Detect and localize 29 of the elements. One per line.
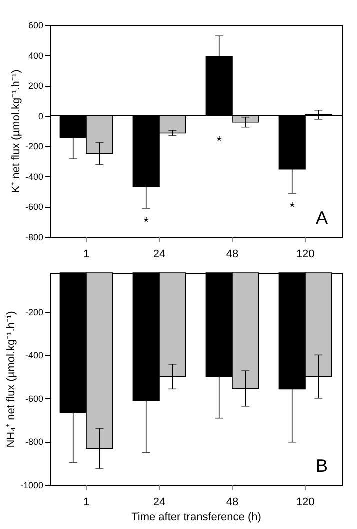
y-tick-label: 600 bbox=[28, 20, 44, 30]
y-axis-title: K⁺ net flux (µmol.kg⁻¹.h⁻¹) bbox=[10, 70, 22, 194]
y-tick-label: -600 bbox=[25, 394, 44, 404]
y-tick-label: 200 bbox=[28, 81, 44, 92]
x-axis-title: Time after transference (h) bbox=[132, 512, 262, 524]
y-tick-label: -200 bbox=[25, 142, 44, 152]
x-tick-label: 24 bbox=[153, 248, 166, 260]
y-tick-label: -1000 bbox=[20, 480, 44, 490]
y-tick-label: -800 bbox=[25, 437, 44, 448]
x-tick-label: 1 bbox=[83, 248, 90, 260]
y-tick-label: -800 bbox=[25, 232, 44, 242]
annotation: * bbox=[216, 133, 222, 148]
x-tick-label: 48 bbox=[226, 496, 239, 508]
y-tick-label: 0 bbox=[38, 111, 44, 122]
x-tick-label: 24 bbox=[153, 496, 166, 508]
x-tick-label: 1 bbox=[83, 496, 90, 508]
y-tick-label: -200 bbox=[25, 307, 44, 318]
y-tick-label: -400 bbox=[25, 350, 44, 361]
annotation: * bbox=[290, 200, 295, 215]
y-tick-label: -600 bbox=[25, 202, 44, 212]
y-axis-title: NH₄⁺ net flux (µmol.kg⁻¹.h⁻¹) bbox=[5, 311, 18, 448]
annotation: * bbox=[144, 214, 149, 230]
x-tick-label: 120 bbox=[296, 248, 315, 260]
x-tick-label: 120 bbox=[296, 496, 315, 508]
y-tick-label: 400 bbox=[28, 50, 44, 61]
y-tick-label: -400 bbox=[25, 172, 44, 182]
annotation: B bbox=[316, 456, 328, 476]
x-tick-label: 48 bbox=[226, 248, 239, 260]
annotation: A bbox=[316, 208, 328, 228]
